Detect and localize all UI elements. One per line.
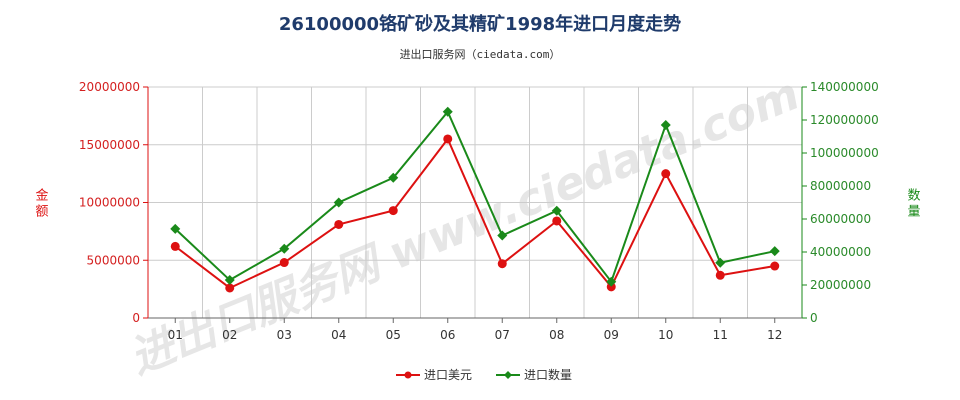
data-point-qty xyxy=(660,119,671,130)
right-tick-label: 80000000 xyxy=(810,179,871,193)
x-tick-label: 10 xyxy=(658,328,673,342)
right-tick-label: 0 xyxy=(810,311,818,325)
left-tick-label: 5000000 xyxy=(87,253,140,267)
data-point-qty xyxy=(769,246,780,257)
series-layer xyxy=(170,106,780,293)
grid-layer xyxy=(147,86,803,319)
x-tick-label: 11 xyxy=(713,328,728,342)
data-point-qty xyxy=(224,275,235,286)
x-tick-label: 04 xyxy=(331,328,346,342)
x-tick-label: 06 xyxy=(440,328,455,342)
x-tick-label: 08 xyxy=(549,328,564,342)
axis-layer: 0 5000000 10000000 15000000 20000000 0 2000000… xyxy=(35,80,920,342)
data-point-qty xyxy=(388,172,399,183)
chart-title: 26100000铬矿砂及其精矿1998年进口月度走势 xyxy=(278,14,682,35)
data-point-usd xyxy=(334,219,344,229)
x-tick-label: 05 xyxy=(386,328,401,342)
data-point-usd xyxy=(279,258,289,268)
x-tick-label: 12 xyxy=(767,328,782,342)
data-point-qty xyxy=(497,230,508,241)
data-point-usd xyxy=(170,241,180,251)
left-tick-label: 10000000 xyxy=(79,196,140,210)
right-tick-label: 140000000 xyxy=(810,80,879,94)
left-tick-label: 0 xyxy=(132,311,140,325)
right-tick-label: 120000000 xyxy=(810,113,879,127)
left-axis-title: 金额 xyxy=(35,188,48,220)
x-tick-label: 07 xyxy=(495,328,510,342)
legend[interactable]: 进口美元 进口数量 xyxy=(396,367,572,382)
data-point-qty xyxy=(715,257,726,268)
legend-marker xyxy=(504,371,512,379)
data-point-qty xyxy=(442,106,453,117)
right-tick-label: 40000000 xyxy=(810,245,871,259)
data-point-usd xyxy=(552,216,562,226)
data-point-usd xyxy=(770,261,780,271)
x-tick-label: 03 xyxy=(277,328,292,342)
legend-item-usd[interactable]: 进口美元 xyxy=(396,368,472,382)
legend-label: 进口美元 xyxy=(424,368,472,382)
data-point-qty xyxy=(551,205,562,216)
series-line-qty xyxy=(174,109,775,284)
x-tick-label: 02 xyxy=(222,328,237,342)
data-point-usd xyxy=(715,270,725,280)
data-point-usd xyxy=(443,134,453,144)
right-tick-label: 100000000 xyxy=(810,146,879,160)
data-point-usd xyxy=(606,282,616,292)
data-point-qty xyxy=(279,243,290,254)
x-tick-label: 01 xyxy=(168,328,183,342)
series-line-usd xyxy=(174,137,775,290)
right-tick-label: 60000000 xyxy=(810,212,871,226)
legend-label: 进口数量 xyxy=(524,367,572,382)
chart-subtitle: 进出口服务网（ciedata.com） xyxy=(399,48,561,61)
data-point-usd xyxy=(661,169,671,179)
data-point-qty xyxy=(170,223,181,234)
legend-item-qty[interactable]: 进口数量 xyxy=(496,367,572,382)
data-point-usd xyxy=(388,206,398,216)
data-point-qty xyxy=(333,197,344,208)
data-point-usd xyxy=(225,283,235,293)
left-tick-label: 20000000 xyxy=(79,80,140,94)
left-tick-label: 15000000 xyxy=(79,138,140,152)
legend-marker xyxy=(404,371,412,379)
right-tick-label: 20000000 xyxy=(810,278,871,292)
data-point-usd xyxy=(497,259,507,269)
right-axis-title: 数量 xyxy=(907,189,920,220)
data-point-qty xyxy=(606,276,617,287)
x-tick-label: 09 xyxy=(604,328,619,342)
